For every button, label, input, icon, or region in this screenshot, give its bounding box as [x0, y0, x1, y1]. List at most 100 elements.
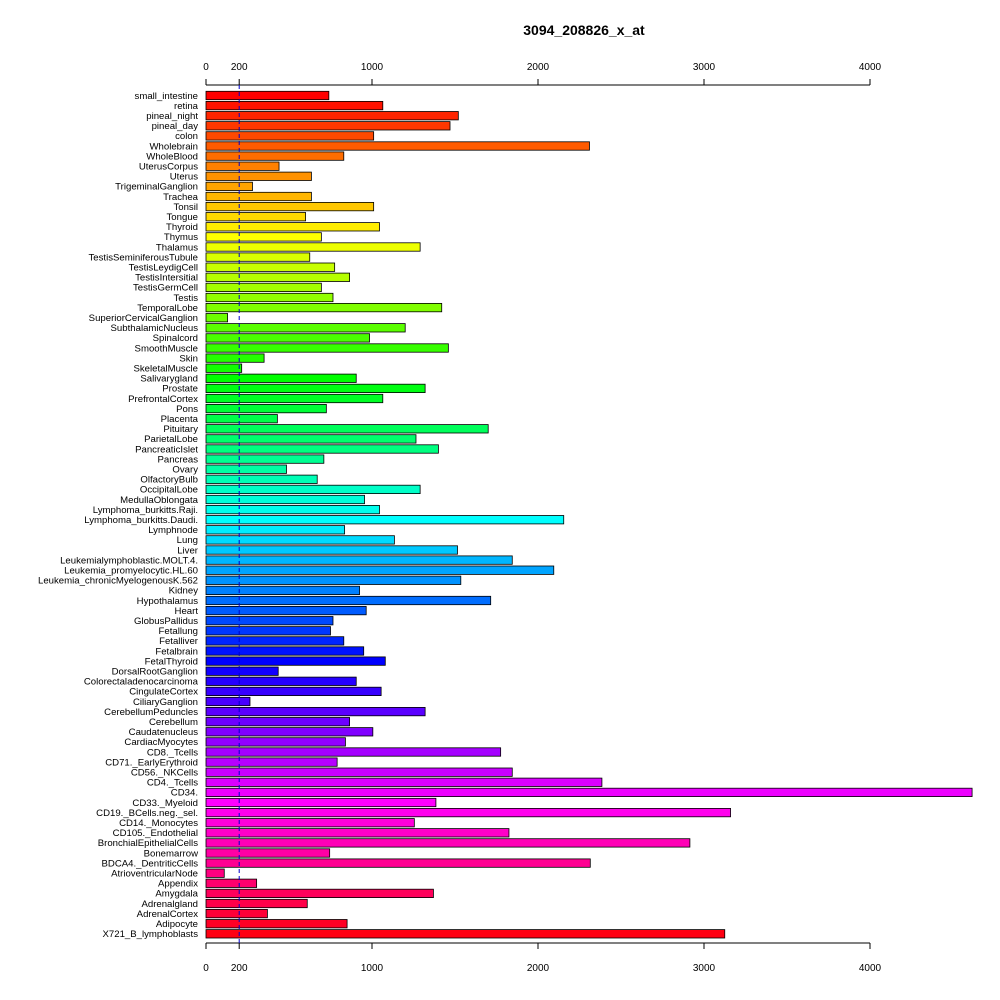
- category-label: Wholebrain: [149, 141, 198, 152]
- bar: [205, 606, 367, 616]
- bar: [205, 201, 375, 212]
- category-label: Lung: [177, 535, 198, 546]
- category-label: CerebellumPeduncles: [104, 707, 198, 718]
- tick-label: 1000: [361, 963, 384, 974]
- category-label: Adipocyte: [156, 919, 198, 930]
- category-label: CD34.: [171, 788, 198, 799]
- category-label: Lymphoma_burkitts.Daudi.: [84, 515, 198, 526]
- bar: [205, 838, 691, 848]
- bar: [205, 707, 426, 717]
- category-label: Pancreas: [157, 454, 198, 465]
- bar: [205, 868, 225, 878]
- bar: [205, 676, 357, 686]
- bar: [205, 444, 439, 454]
- bar: [205, 646, 365, 656]
- bar: [205, 767, 513, 777]
- bar: [205, 696, 251, 707]
- bar: [205, 111, 459, 121]
- category-label: Prostate: [162, 384, 198, 395]
- category-label: MedullaOblongata: [120, 495, 199, 506]
- category-label: CD56._NKCells: [131, 768, 198, 779]
- category-labels: small_intestineretinapineal_nightpineal_…: [38, 91, 199, 940]
- category-label: CiliaryGanglion: [133, 697, 198, 708]
- category-label: Heart: [175, 606, 199, 617]
- category-label: CD19._BCells.neg._sel.: [96, 808, 198, 819]
- category-label: Skin: [179, 353, 198, 364]
- category-label: Thyroid: [166, 222, 198, 233]
- category-label: Kidney: [169, 586, 199, 597]
- bar: [205, 353, 265, 363]
- bar: [205, 424, 489, 434]
- bar: [205, 565, 555, 575]
- category-label: Trachea: [163, 192, 199, 203]
- bar: [205, 484, 421, 495]
- category-label: CD33._Myeloid: [132, 798, 198, 809]
- category-label: Tonsil: [173, 202, 198, 213]
- bar: [205, 878, 258, 888]
- bar: [205, 262, 336, 272]
- bar: [205, 919, 348, 929]
- category-label: colon: [175, 131, 198, 142]
- category-label: Liver: [177, 545, 199, 556]
- bar: [205, 888, 434, 899]
- category-label: Thalamus: [156, 242, 198, 253]
- bar: [205, 181, 253, 191]
- category-label: SubthalamicNucleus: [111, 323, 199, 334]
- category-label: Colorectaladenocarcinoma: [84, 677, 199, 688]
- bar-series: [205, 90, 973, 939]
- tick-label: 0: [203, 62, 209, 73]
- category-label: Leukemialymphoblastic.MOLT.4.: [60, 555, 198, 566]
- category-label: Placenta: [161, 414, 199, 425]
- bar: [205, 787, 973, 798]
- bar: [205, 343, 449, 353]
- tick-label: 0: [203, 963, 209, 974]
- bar: [205, 393, 384, 404]
- category-label: Bonemarrow: [144, 848, 198, 859]
- bar: [205, 929, 726, 939]
- bar: [205, 575, 462, 585]
- category-label: Pituitary: [163, 424, 198, 435]
- bar: [205, 464, 287, 474]
- category-label: AdrenalCortex: [137, 909, 199, 920]
- bar: [205, 515, 565, 525]
- bar: [205, 828, 510, 838]
- category-label: Hypothalamus: [137, 596, 199, 607]
- bottom-x-axis: 0 200 1000 2000 3000 4000: [203, 942, 882, 974]
- bar: [205, 363, 243, 373]
- bar: [205, 626, 331, 636]
- category-label: Leukemia_chronicMyelogenousK.562: [38, 576, 198, 587]
- tick-label: 3000: [693, 963, 716, 974]
- bar: [205, 151, 345, 161]
- tick-label: 4000: [859, 963, 882, 974]
- category-label: BDCA4._DentriticCells: [102, 858, 199, 869]
- bar: [205, 90, 330, 101]
- category-label: X721_B_lymphoblasts: [103, 929, 199, 940]
- category-label: CD8._Tcells: [147, 747, 198, 758]
- category-label: Fetallung: [159, 626, 198, 637]
- bar: [205, 504, 380, 515]
- bar: [205, 848, 331, 858]
- category-label: Cerebellum: [149, 717, 198, 728]
- category-label: Tongue: [167, 212, 198, 223]
- bar: [205, 302, 443, 313]
- category-label: TestisSeminiferousTubule: [89, 252, 199, 263]
- category-label: Caudatenucleus: [129, 727, 199, 738]
- bar: [205, 808, 731, 818]
- bar: [205, 373, 357, 383]
- bar: [205, 101, 384, 111]
- bar: [205, 282, 322, 293]
- category-label: pineal_day: [152, 121, 199, 132]
- category-label: TestisLeydigCell: [129, 263, 198, 274]
- bar: [205, 434, 417, 444]
- category-label: FetalThyroid: [145, 656, 198, 667]
- bar: [205, 656, 386, 666]
- bar: [205, 383, 426, 394]
- bar: [205, 525, 346, 535]
- category-label: retina: [174, 101, 199, 112]
- category-label: OlfactoryBulb: [140, 475, 198, 486]
- top-x-axis: 0 200 1000 2000 3000 4000: [203, 62, 882, 86]
- bar: [205, 242, 421, 252]
- bar: [205, 222, 380, 232]
- chart-title: 3094_208826_x_at: [523, 22, 645, 38]
